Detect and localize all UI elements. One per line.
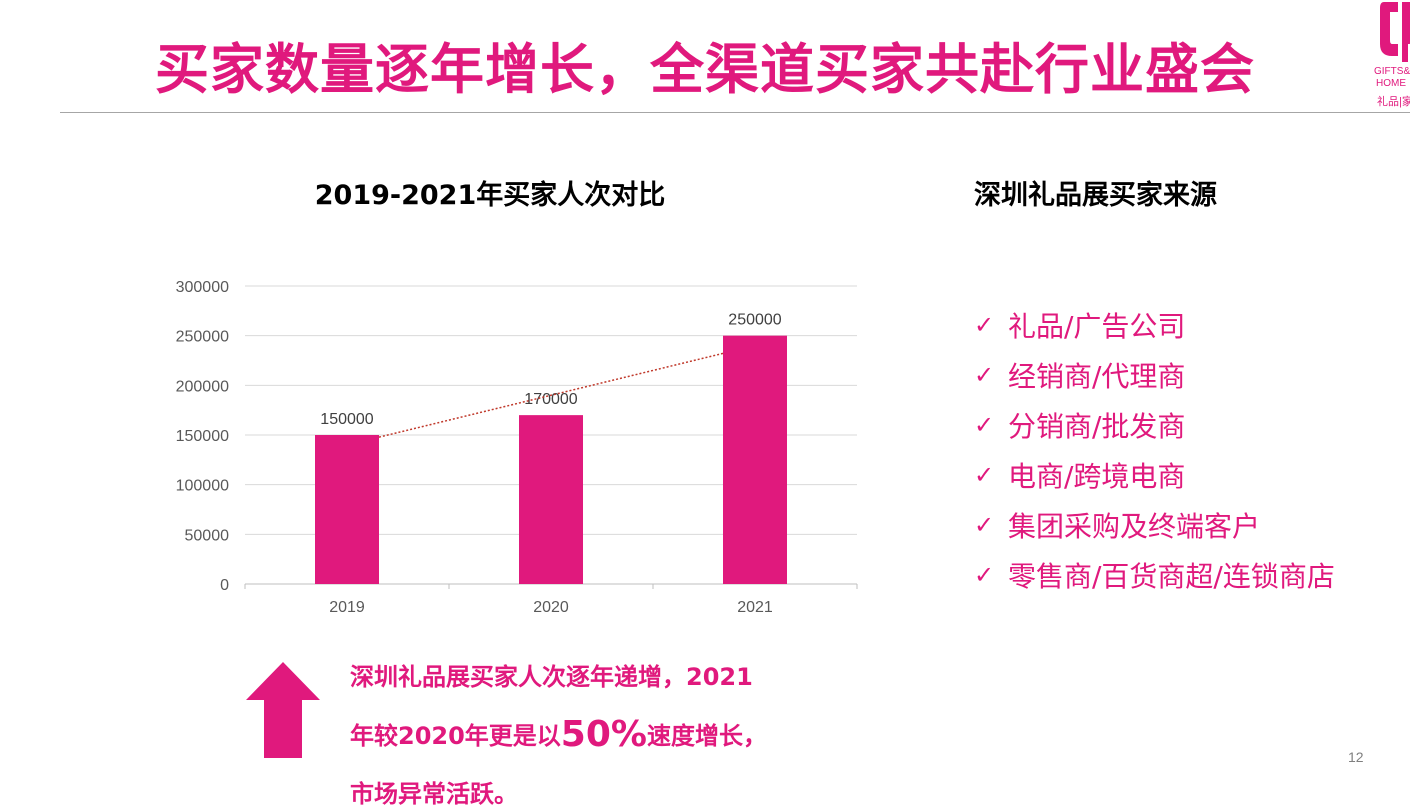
logo-text-chinese: 礼品|家居 <box>1377 96 1410 108</box>
y-tick-label: 300000 <box>176 279 229 296</box>
growth-note: 深圳礼品展买家人次逐年递增，2021 年较2020年更是以50%速度增长， 市场… <box>350 648 790 806</box>
title-divider <box>60 112 1410 113</box>
x-tick-label: 2021 <box>737 599 773 616</box>
logo-text-home: HOME <box>1376 78 1406 89</box>
list-item: ✓ 集团采购及终端客户 <box>974 500 1335 550</box>
list-item: ✓ 礼品/广告公司 <box>974 300 1335 350</box>
logo-text-gifts: GIFTS& <box>1374 66 1410 77</box>
list-item: ✓ 经销商/代理商 <box>974 350 1335 400</box>
bar <box>519 415 583 584</box>
growth-percent: 50% <box>560 714 647 755</box>
list-item: ✓ 电商/跨境电商 <box>974 450 1335 500</box>
source-label: 零售商/百货商超/连锁商店 <box>1008 560 1335 593</box>
page-title: 买家数量逐年增长，全渠道买家共赴行业盛会 <box>155 38 1255 101</box>
page-number: 12 <box>1348 749 1364 765</box>
source-label: 经销商/代理商 <box>1008 360 1186 393</box>
list-item: ✓ 零售商/百货商超/连锁商店 <box>974 550 1335 600</box>
bar-chart: 0 50000 100000 150000 200000 250000 300000 1500… <box>176 279 858 616</box>
source-label: 电商/跨境电商 <box>1008 460 1186 493</box>
sources-list: ✓ 礼品/广告公司 ✓ 经销商/代理商 ✓ 分销商/批发商 ✓ 电商/跨境电商 ✓ 集团采… <box>974 300 1335 600</box>
check-icon: ✓ <box>974 361 995 389</box>
y-tick-label: 100000 <box>176 478 229 495</box>
chart-title: 2019-2021年买家人次对比 <box>314 180 666 211</box>
data-label: 150000 <box>320 411 373 428</box>
check-icon: ✓ <box>974 461 995 489</box>
sources-title: 深圳礼品展买家来源 <box>974 180 1217 211</box>
y-tick-label: 200000 <box>176 378 229 395</box>
note-line-2-post: 速度增长， <box>646 722 767 750</box>
gifts-home-logo-icon <box>1380 2 1410 62</box>
source-label: 集团采购及终端客户 <box>1008 510 1261 543</box>
y-tick-label: 50000 <box>185 527 230 544</box>
bar <box>315 435 379 584</box>
data-label: 170000 <box>524 391 577 408</box>
trendline <box>378 352 724 438</box>
source-label: 分销商/批发商 <box>1008 410 1186 443</box>
note-line-1: 深圳礼品展买家人次逐年递增，2021 <box>350 663 753 691</box>
check-icon: ✓ <box>974 311 995 339</box>
list-item: ✓ 分销商/批发商 <box>974 400 1335 450</box>
source-label: 礼品/广告公司 <box>1008 310 1186 343</box>
x-tick-label: 2020 <box>533 599 569 616</box>
check-icon: ✓ <box>974 411 995 439</box>
logo: GIFTS& HOME 礼品|家居 <box>1374 0 1410 112</box>
x-tick-label: 2019 <box>329 599 365 616</box>
data-label: 250000 <box>728 312 781 329</box>
up-arrow-icon <box>246 662 320 758</box>
y-tick-label: 250000 <box>176 329 229 346</box>
check-icon: ✓ <box>974 511 995 539</box>
y-tick-label: 150000 <box>176 428 229 445</box>
y-tick-label: 0 <box>220 577 229 594</box>
bar <box>723 335 787 584</box>
note-line-2: 年较2020年更是以50%速度增长， <box>350 706 790 765</box>
note-line-2-pre: 年较2020年更是以 <box>350 722 561 750</box>
note-line-3: 市场异常活跃。 <box>350 780 518 806</box>
check-icon: ✓ <box>974 561 995 589</box>
